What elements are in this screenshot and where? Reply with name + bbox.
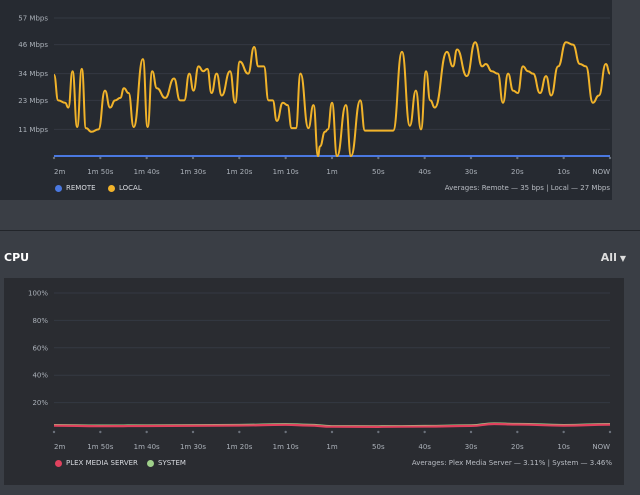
y-tick-label: 23 Mbps — [18, 97, 48, 105]
x-tick-label: 50s — [372, 443, 385, 451]
legend-local-label: LOCAL — [119, 184, 142, 192]
x-tick-mark — [284, 156, 287, 160]
bandwidth-averages: Averages: Remote — 35 bps | Local — 27 M… — [444, 184, 610, 192]
y-tick-label: 80% — [32, 317, 48, 325]
x-tick-mark — [238, 430, 241, 434]
cpu-chart-panel: 20% 40% 60% 80% 100% 2m 1m 50s 1m 40s 1m 30s 1m 2… — [4, 278, 624, 485]
x-tick-mark — [516, 430, 519, 434]
y-tick-label: 46 Mbps — [18, 41, 48, 49]
y-tick-label: 34 Mbps — [18, 70, 48, 78]
series-line-plex-media-server — [53, 422, 611, 428]
x-tick-label: 2m — [54, 168, 65, 176]
x-tick-label: 1m 40s — [134, 443, 160, 451]
x-tick-label: 50s — [372, 168, 385, 176]
y-tick-label: 11 Mbps — [18, 126, 48, 134]
x-tick-mark — [469, 156, 473, 160]
x-tick-mark — [191, 430, 195, 434]
x-tick-label: 40s — [418, 168, 431, 176]
y-tick-label: 57 Mbps — [18, 15, 48, 23]
x-tick-label: 1m 20s — [226, 443, 252, 451]
y-tick-label: 20% — [32, 399, 48, 407]
x-tick-label: 40s — [418, 443, 431, 451]
x-tick-mark — [99, 156, 102, 160]
legend-plex-media-server[interactable]: PLEX MEDIA SERVER — [55, 459, 138, 467]
x-tick-label: 1m 10s — [273, 443, 299, 451]
x-tick-mark — [52, 156, 56, 160]
x-tick-label: 30s — [465, 168, 478, 176]
x-tick-label: 20s — [511, 168, 524, 176]
y-tick-label: 60% — [32, 344, 48, 352]
x-tick-label: 1m — [326, 168, 337, 176]
x-tick-mark — [238, 156, 241, 160]
x-tick-label: 30s — [465, 443, 478, 451]
local-legend-dot-icon — [108, 184, 115, 192]
x-tick-mark — [145, 430, 148, 434]
x-tick-mark — [608, 430, 612, 434]
x-tick-mark — [377, 156, 380, 160]
x-tick-mark — [423, 156, 426, 160]
caret-down-icon: ▼ — [619, 254, 626, 263]
x-tick-mark — [377, 430, 380, 434]
x-tick-mark — [284, 430, 287, 434]
x-tick-label: 1m 50s — [87, 443, 113, 451]
x-tick-mark — [330, 430, 334, 434]
x-tick-mark — [191, 156, 195, 160]
legend-remote-label: REMOTE — [66, 184, 96, 192]
cpu-filter-value: All — [600, 251, 617, 264]
y-tick-label: 40% — [32, 372, 48, 380]
legend-remote[interactable]: REMOTE — [55, 184, 106, 192]
bandwidth-chart: 11 Mbps 23 Mbps 34 Mbps 46 Mbps 57 Mbps 2m 1m … — [18, 15, 612, 176]
legend-plex-label: PLEX MEDIA SERVER — [66, 459, 138, 467]
x-tick-mark — [52, 430, 56, 434]
x-tick-label: 1m 40s — [134, 168, 160, 176]
legend-local[interactable]: LOCAL — [108, 184, 142, 192]
x-tick-mark — [469, 430, 473, 434]
cpu-section-title: CPU — [4, 251, 30, 264]
cpu-averages: Averages: Plex Media Server — 3.11% | Sy… — [411, 459, 612, 467]
system-legend-dot-icon — [147, 459, 154, 467]
cpu-chart: 20% 40% 60% 80% 100% 2m 1m 50s 1m 40s 1m 30s 1m 2… — [28, 290, 612, 451]
x-tick-mark — [330, 156, 334, 160]
x-tick-label: NOW — [592, 168, 610, 176]
x-tick-mark — [562, 156, 565, 160]
x-tick-label: 1m 10s — [273, 168, 299, 176]
x-tick-label: 10s — [557, 168, 570, 176]
x-tick-label: 1m — [326, 443, 337, 451]
x-tick-mark — [562, 430, 565, 434]
x-tick-mark — [608, 156, 612, 160]
x-tick-mark — [145, 156, 148, 160]
cpu-filter-dropdown[interactable]: All ▼ — [601, 251, 626, 264]
x-tick-label: 20s — [511, 443, 524, 451]
x-tick-mark — [99, 430, 102, 434]
x-tick-mark — [423, 430, 426, 434]
legend-system[interactable]: SYSTEM — [147, 459, 186, 467]
y-tick-label: 100% — [28, 290, 48, 298]
x-tick-label: 1m 30s — [180, 168, 206, 176]
x-tick-label: 1m 30s — [180, 443, 206, 451]
plex-legend-dot-icon — [55, 459, 62, 467]
x-tick-mark — [516, 156, 519, 160]
x-tick-label: NOW — [592, 443, 610, 451]
section-divider — [0, 230, 640, 231]
series-line-local — [53, 41, 611, 157]
legend-system-label: SYSTEM — [158, 459, 186, 467]
remote-legend-dot-icon — [55, 184, 62, 192]
x-tick-label: 10s — [557, 443, 570, 451]
bandwidth-chart-panel: 11 Mbps 23 Mbps 34 Mbps 46 Mbps 57 Mbps 2m 1m … — [0, 0, 612, 200]
x-tick-label: 2m — [54, 443, 65, 451]
x-tick-label: 1m 20s — [226, 168, 252, 176]
x-tick-label: 1m 50s — [87, 168, 113, 176]
